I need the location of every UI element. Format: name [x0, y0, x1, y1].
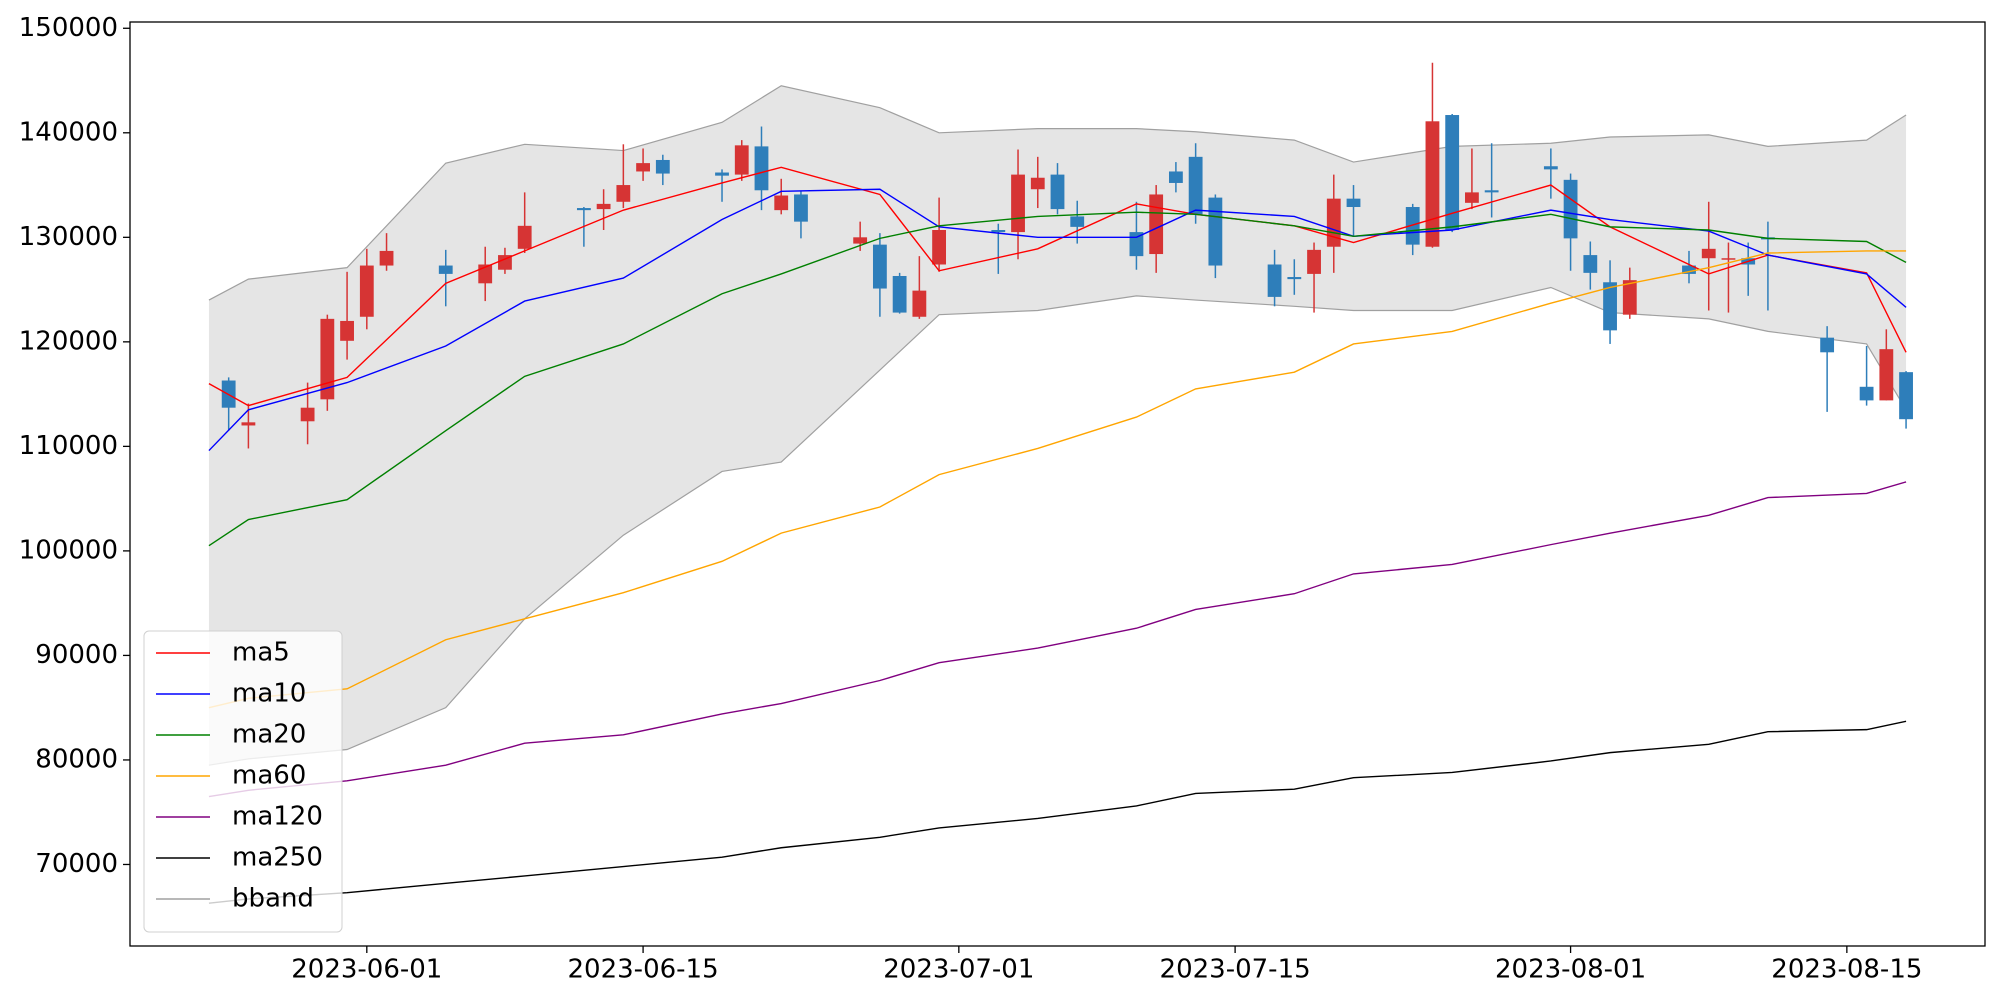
candle-body	[1425, 121, 1440, 247]
x-tick-label: 2023-07-01	[883, 955, 1034, 985]
candle-body	[932, 230, 947, 265]
candle-body	[300, 407, 315, 422]
legend-label: ma10	[232, 679, 306, 709]
ma-line	[208, 481, 1907, 798]
candle-body	[340, 320, 354, 341]
candle-body	[1820, 337, 1835, 353]
y-tick-label: 100000	[19, 535, 118, 565]
legend: ma5 ma10 ma20 ma60 ma120 ma250 bband	[143, 630, 343, 933]
candle-body	[1287, 277, 1302, 280]
ma-line	[208, 720, 1907, 904]
candle-body	[1484, 190, 1499, 193]
y-tick-label: 90000	[35, 640, 118, 670]
bband-fill	[208, 85, 1907, 766]
candle-body	[912, 290, 927, 317]
candle-body	[892, 275, 907, 313]
candle-body	[655, 159, 670, 174]
candle-body	[616, 185, 631, 202]
candle-body	[1701, 248, 1716, 259]
legend-label: bband	[232, 884, 314, 914]
candle-body	[359, 265, 374, 317]
candle-body	[1859, 386, 1874, 401]
legend-label: ma120	[232, 802, 323, 832]
candle-body	[1879, 349, 1894, 401]
candle-body	[1050, 174, 1065, 210]
candle-body	[1603, 282, 1617, 331]
legend-label: ma20	[232, 720, 306, 750]
candle-body	[1070, 216, 1085, 227]
y-tick-label: 110000	[19, 431, 118, 461]
plot-frame	[129, 21, 1986, 947]
ma-line	[208, 188, 1907, 452]
x-tick-label: 2023-06-15	[568, 955, 719, 985]
candle-body	[1011, 174, 1025, 233]
candle-body	[1267, 264, 1282, 297]
candle-body	[1405, 207, 1420, 245]
candle-body	[774, 195, 789, 211]
legend-box	[143, 630, 343, 933]
candle-body	[576, 208, 591, 211]
candle-body	[1563, 179, 1578, 239]
y-tick-label: 130000	[19, 222, 118, 252]
candle-body	[1346, 198, 1361, 208]
x-tick-label: 2023-06-01	[291, 955, 442, 985]
candle-body	[596, 203, 611, 210]
candle-body	[754, 146, 769, 191]
candle-body	[1326, 198, 1341, 247]
x-tick-label: 2023-07-15	[1160, 955, 1311, 985]
candle-body	[1721, 258, 1736, 260]
candle-body	[636, 163, 650, 172]
candle-body	[438, 265, 453, 274]
bband-upper	[208, 85, 1907, 301]
candle-body	[734, 145, 749, 175]
y-tick-label: 140000	[19, 117, 118, 147]
x-tick-label: 2023-08-01	[1495, 955, 1646, 985]
legend-label: ma250	[232, 843, 323, 873]
ma-line	[208, 250, 1907, 709]
candle-body	[872, 244, 887, 289]
candle-body	[853, 237, 868, 244]
candle-body	[1622, 280, 1637, 315]
candle-body	[1129, 232, 1144, 257]
bband-lower	[208, 286, 1907, 766]
candle-body	[379, 250, 394, 266]
y-tick-label: 70000	[35, 849, 118, 879]
candle-body	[1188, 156, 1203, 215]
candle-body	[1168, 171, 1183, 183]
y-tick-label: 80000	[35, 744, 118, 774]
x-tick-label: 2023-08-15	[1771, 955, 1922, 985]
candle-body	[1465, 192, 1479, 203]
candle-body	[1445, 115, 1460, 231]
candle-body	[1583, 255, 1598, 273]
ma-line	[208, 166, 1907, 407]
legend-label: ma5	[232, 638, 290, 668]
candle-body	[1682, 265, 1696, 274]
candle-body	[794, 194, 808, 222]
candle-body	[715, 172, 729, 176]
candle-body	[1030, 177, 1045, 190]
candle-body	[498, 255, 512, 270]
candle-body	[1208, 197, 1223, 266]
candle-body	[517, 225, 532, 249]
candle-body	[320, 318, 335, 400]
y-tick-label: 120000	[19, 326, 118, 356]
candle-body	[1899, 372, 1913, 420]
candle-body	[1307, 249, 1321, 274]
ma-line	[208, 211, 1907, 547]
legend-label: ma60	[232, 761, 306, 791]
candle-body	[991, 230, 1006, 233]
candle-body	[1543, 166, 1558, 170]
candle-body	[241, 422, 256, 426]
y-tick-label: 150000	[19, 13, 118, 43]
candle-body	[1149, 194, 1164, 255]
